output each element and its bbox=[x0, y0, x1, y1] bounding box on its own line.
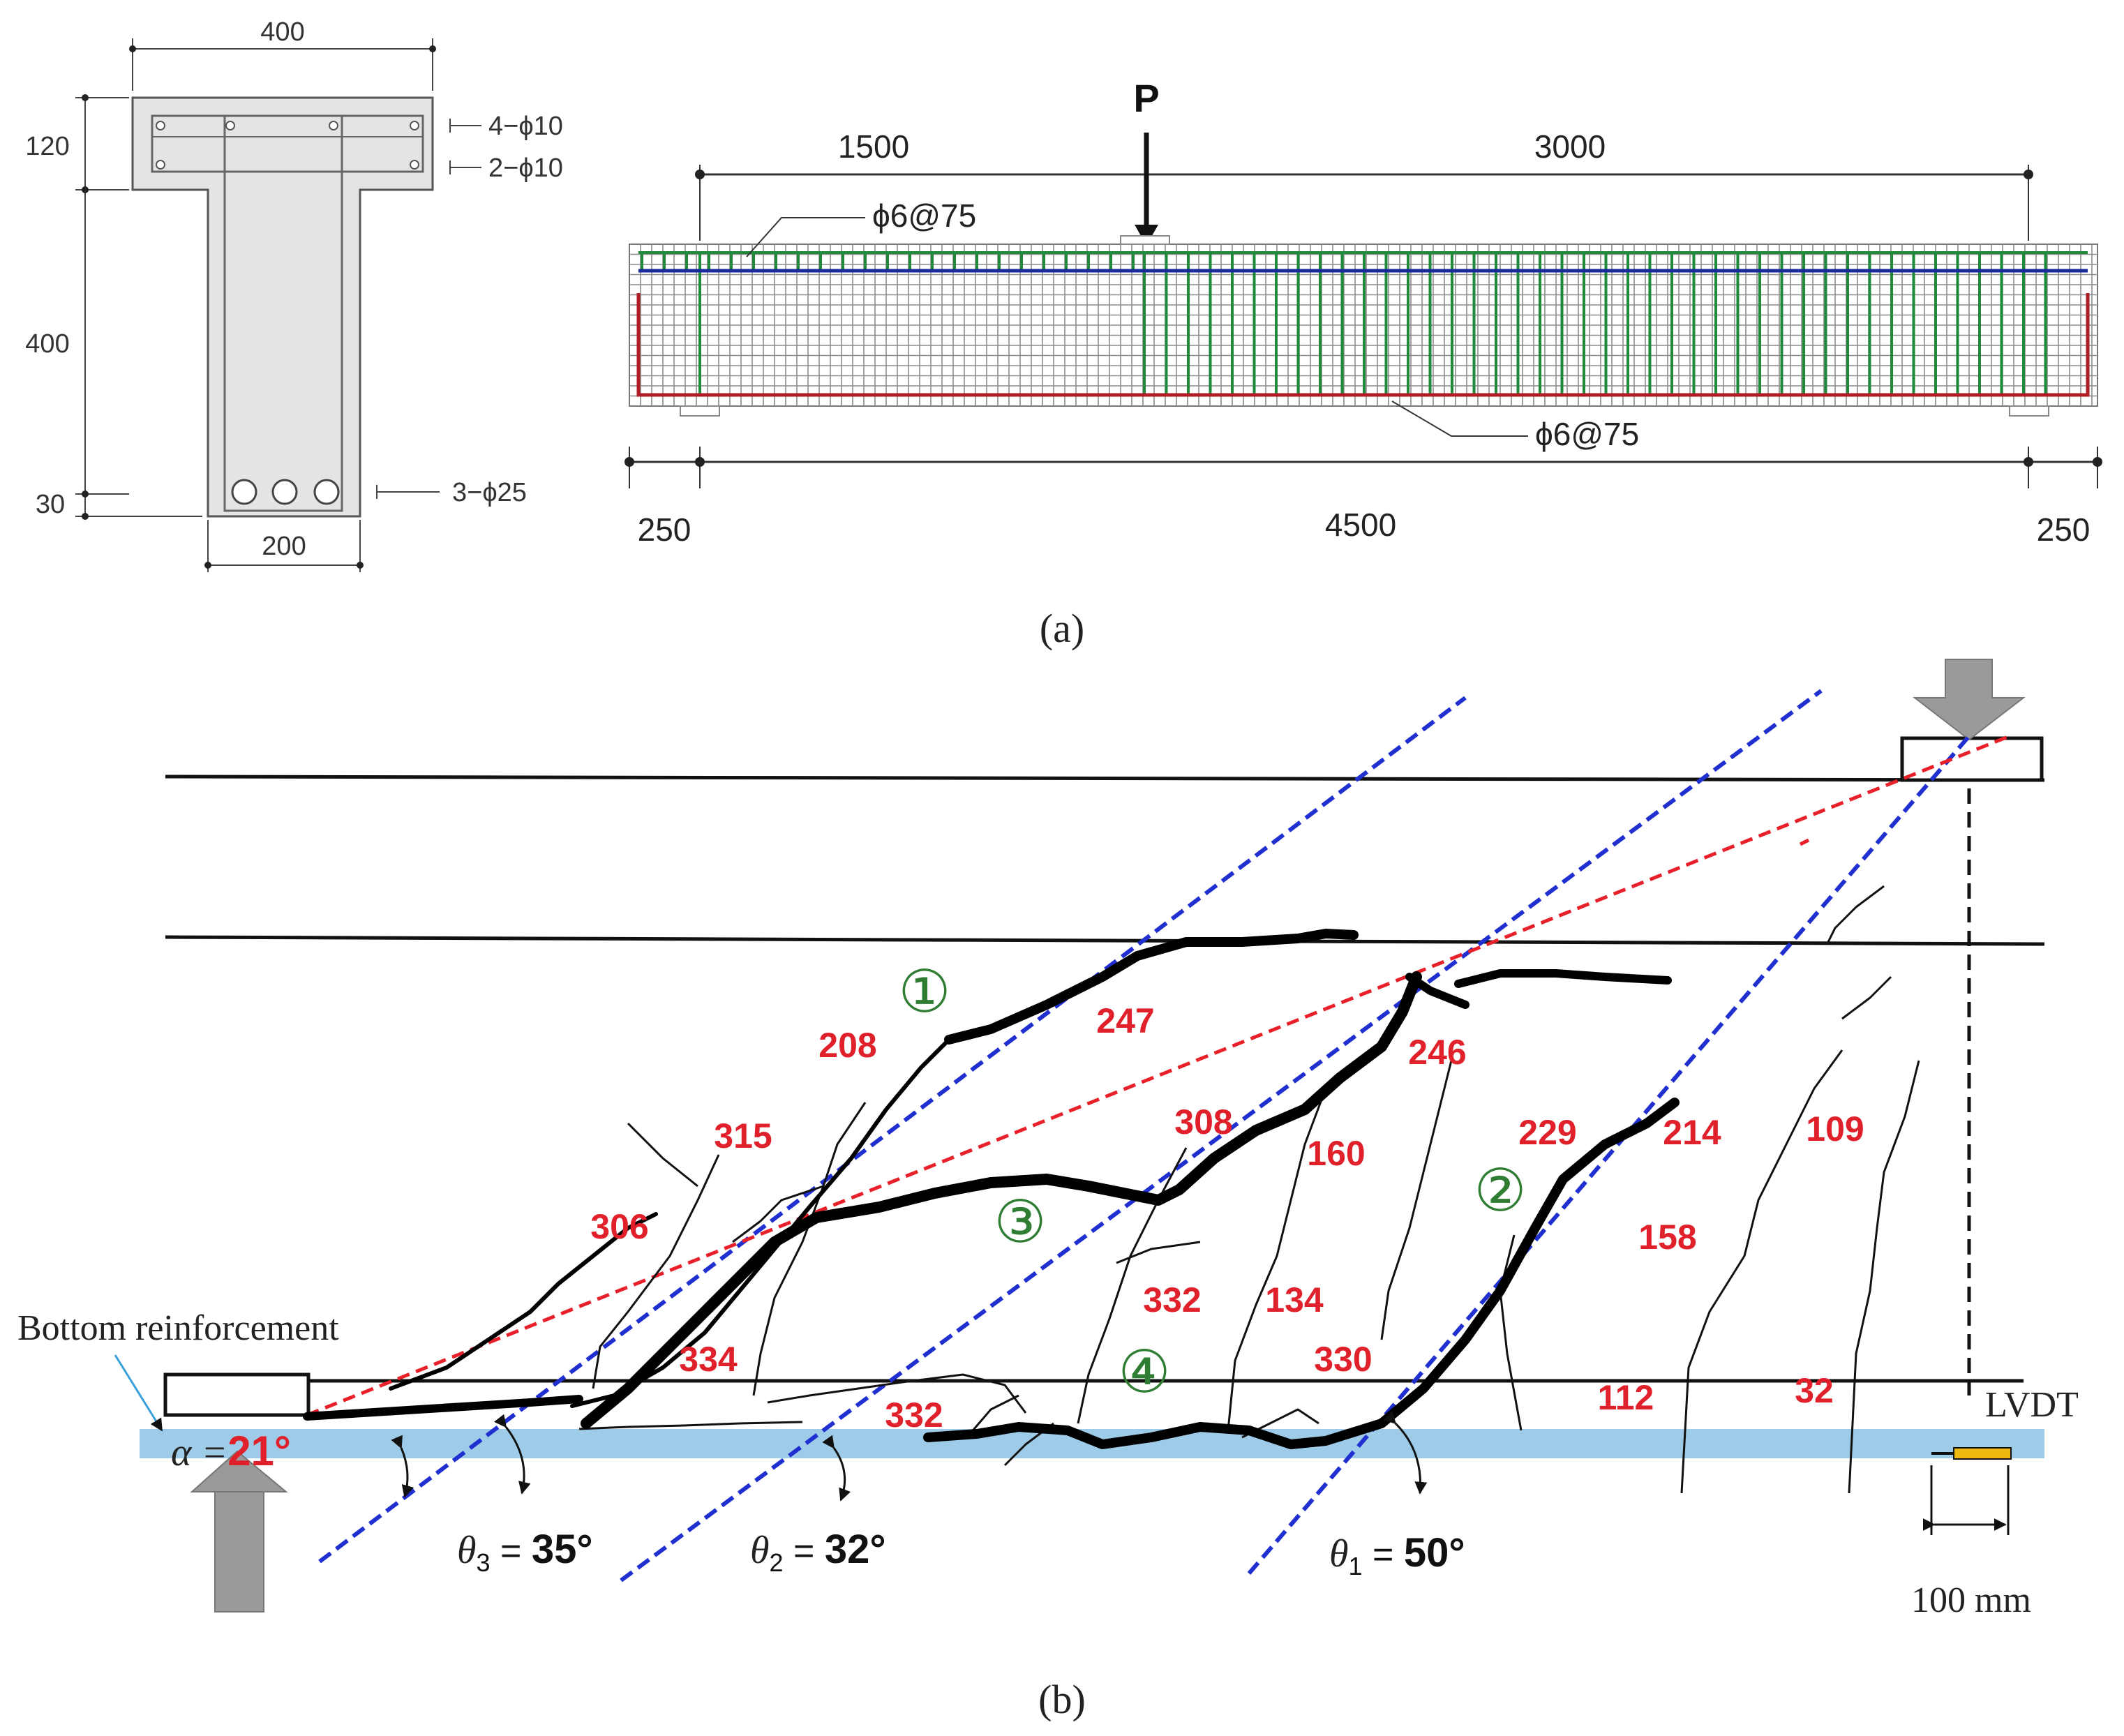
crack-load-330: 330 bbox=[1314, 1340, 1372, 1379]
thin-cracks bbox=[578, 885, 1920, 1494]
flange-line bbox=[165, 935, 2045, 946]
dim-left-span: 1500 bbox=[838, 128, 909, 165]
dim-overhang-right: 250 bbox=[2037, 511, 2091, 548]
theta3-label: θ3 = 35° bbox=[457, 1527, 593, 1577]
right-load-plate bbox=[1900, 736, 2044, 782]
load-label: P bbox=[1133, 76, 1159, 120]
crack-load-109: 109 bbox=[1806, 1109, 1864, 1148]
bottom-bar bbox=[636, 293, 2090, 397]
crack-load-247: 247 bbox=[1096, 1001, 1154, 1040]
label-top-bars: 4−ϕ10 bbox=[488, 112, 563, 141]
crack-load-334: 334 bbox=[679, 1340, 738, 1379]
dim-flange-depth: 120 bbox=[25, 132, 69, 161]
dim-web-depth: 400 bbox=[25, 329, 69, 359]
web-cage bbox=[223, 114, 343, 512]
theta1-label: θ1 = 50° bbox=[1329, 1530, 1465, 1580]
left-support-arrow bbox=[190, 1450, 288, 1612]
crack-load-112: 112 bbox=[1598, 1378, 1654, 1417]
strut-line-theta1 bbox=[1247, 735, 1971, 1575]
label-bottom-bars: 3−ϕ25 bbox=[452, 478, 527, 507]
crack-load-332a: 332 bbox=[1143, 1280, 1201, 1319]
beam-top-line bbox=[165, 775, 2045, 782]
dim-top-width: 400 bbox=[260, 17, 304, 47]
crack-id-4: ④ bbox=[1118, 1339, 1170, 1405]
right-load-arrow bbox=[1913, 659, 2026, 741]
top-bar-dots bbox=[156, 121, 419, 170]
dim-right-span: 3000 bbox=[1534, 128, 1606, 165]
crack-id-2: ② bbox=[1474, 1158, 1526, 1223]
crack-load-32: 32 bbox=[1795, 1371, 1834, 1410]
t-section-outline bbox=[131, 96, 434, 518]
bottom-bar-circles bbox=[231, 479, 340, 505]
crack-1 bbox=[944, 929, 1359, 1045]
stirrup-label-top: ϕ6@75 bbox=[872, 197, 976, 234]
dim-span: 4500 bbox=[1325, 507, 1396, 543]
crack-load-208: 208 bbox=[818, 1026, 876, 1065]
lvdt-offset-label: 100 mm bbox=[1911, 1580, 2031, 1620]
stirrups bbox=[641, 253, 2047, 395]
caption-b: (b) bbox=[1038, 1677, 1086, 1722]
major-cracks bbox=[303, 929, 1680, 1449]
dim-cover: 30 bbox=[36, 490, 65, 519]
crack-load-315: 315 bbox=[714, 1116, 772, 1155]
caption-a: (a) bbox=[1040, 606, 1084, 651]
alpha-label: α =21° bbox=[171, 1428, 291, 1474]
crack-load-214: 214 bbox=[1663, 1113, 1721, 1152]
crack-id-1: ① bbox=[898, 959, 950, 1024]
crack-diagram: Bottom reinforcement LVDT 100 mm bbox=[17, 659, 2079, 1620]
crack-load-160: 160 bbox=[1307, 1134, 1365, 1173]
crack-load-308: 308 bbox=[1174, 1102, 1232, 1142]
alpha-line bbox=[306, 734, 2010, 1417]
crack-load-229: 229 bbox=[1518, 1113, 1576, 1152]
dim-bottom-width: 200 bbox=[262, 532, 306, 561]
crack-id-3: ③ bbox=[994, 1189, 1046, 1255]
crack-load-332b: 332 bbox=[885, 1395, 943, 1435]
left-support-plate bbox=[163, 1372, 311, 1417]
crack-load-158: 158 bbox=[1638, 1218, 1696, 1257]
stirrup-label-bottom: ϕ6@75 bbox=[1535, 416, 1639, 452]
crack-load-134: 134 bbox=[1265, 1280, 1324, 1319]
lvdt-sensor bbox=[1953, 1447, 2012, 1460]
dim-overhang-left: 250 bbox=[638, 511, 691, 548]
bottom-reinforcement-label: Bottom reinforcement bbox=[17, 1308, 339, 1348]
crack-3 bbox=[581, 971, 1422, 1429]
cross-section: 400 120 400 30 200 4−ϕ10 2−ϕ10 3−ϕ25 bbox=[25, 17, 563, 572]
strut-line-theta2 bbox=[620, 689, 1823, 1582]
label-mid-bars: 2−ϕ10 bbox=[488, 154, 563, 183]
theta2-label: θ2 = 32° bbox=[750, 1527, 886, 1577]
lvdt-label: LVDT bbox=[1985, 1385, 2079, 1425]
crack-2 bbox=[923, 1098, 1680, 1449]
beam-elevation: 1500 3000 P ϕ6@75 ϕ6@75 250 4 bbox=[625, 76, 2102, 548]
crack-load-246: 246 bbox=[1408, 1033, 1466, 1072]
crack-load-306: 306 bbox=[590, 1207, 648, 1246]
